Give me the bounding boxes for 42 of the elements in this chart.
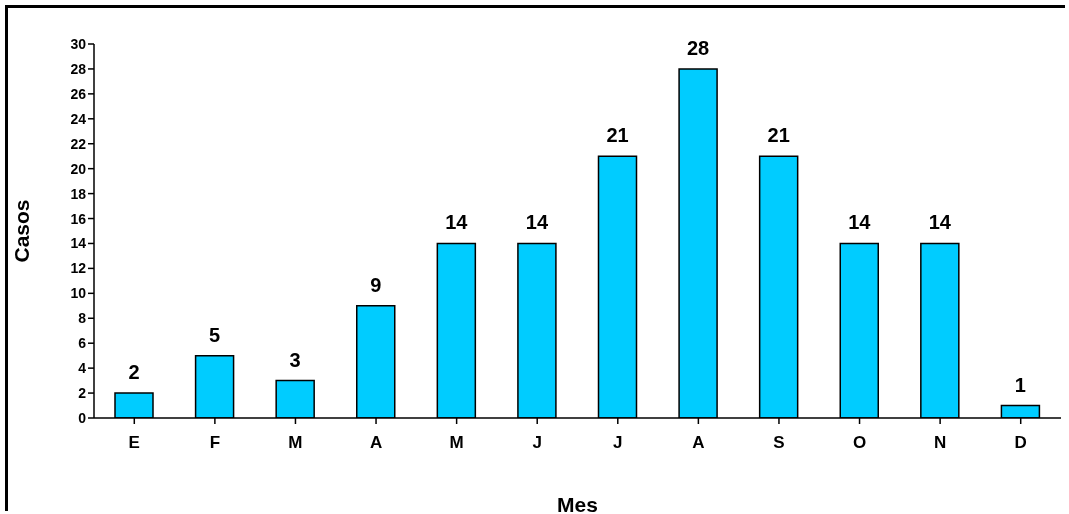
x-tick-label: D xyxy=(1014,433,1027,453)
y-tick-label: 8 xyxy=(78,310,87,327)
y-tick-label: 6 xyxy=(78,335,87,352)
y-tick-label: 0 xyxy=(78,409,87,426)
data-label: 3 xyxy=(289,348,301,371)
data-label: 14 xyxy=(445,211,469,234)
y-tick-label: 20 xyxy=(70,160,87,177)
y-tick-label: 2 xyxy=(78,385,87,402)
x-tick-label: F xyxy=(209,433,221,453)
data-label: 21 xyxy=(606,124,629,147)
data-label: 1 xyxy=(1014,373,1026,396)
data-label: 2 xyxy=(128,361,140,384)
x-tick-label: M xyxy=(288,433,303,453)
x-tick-label: A xyxy=(369,433,383,453)
y-tick-label: 16 xyxy=(70,210,87,227)
data-label: 14 xyxy=(525,211,549,234)
x-tick-label: E xyxy=(128,433,140,453)
data-label: 5 xyxy=(209,323,221,346)
y-tick-label: 18 xyxy=(70,185,87,202)
x-tick-label: J xyxy=(613,433,623,453)
y-tick-label: 22 xyxy=(70,135,87,152)
y-axis-title: Casos xyxy=(10,199,34,263)
y-tick-label: 12 xyxy=(70,260,87,277)
y-tick-label: 26 xyxy=(70,85,87,102)
x-tick-label: M xyxy=(449,433,464,453)
x-axis-title: Mes xyxy=(557,493,598,514)
x-tick-label: S xyxy=(773,433,785,453)
y-tick-label: 30 xyxy=(70,35,87,52)
x-tick-label: N xyxy=(933,433,947,453)
y-tick-label: 10 xyxy=(70,285,87,302)
y-tick-label: 24 xyxy=(70,110,87,127)
data-label: 14 xyxy=(928,211,952,234)
x-tick-label: O xyxy=(852,433,867,453)
data-label: 14 xyxy=(848,211,872,234)
y-tick-label: 28 xyxy=(70,60,87,77)
x-tick-label: J xyxy=(532,433,542,453)
data-label: 21 xyxy=(767,124,790,147)
data-label: 9 xyxy=(370,273,382,296)
data-label: 28 xyxy=(686,36,710,59)
x-tick-label: A xyxy=(692,433,705,453)
y-tick-label: 4 xyxy=(78,360,87,377)
y-tick-label: 14 xyxy=(70,235,87,252)
